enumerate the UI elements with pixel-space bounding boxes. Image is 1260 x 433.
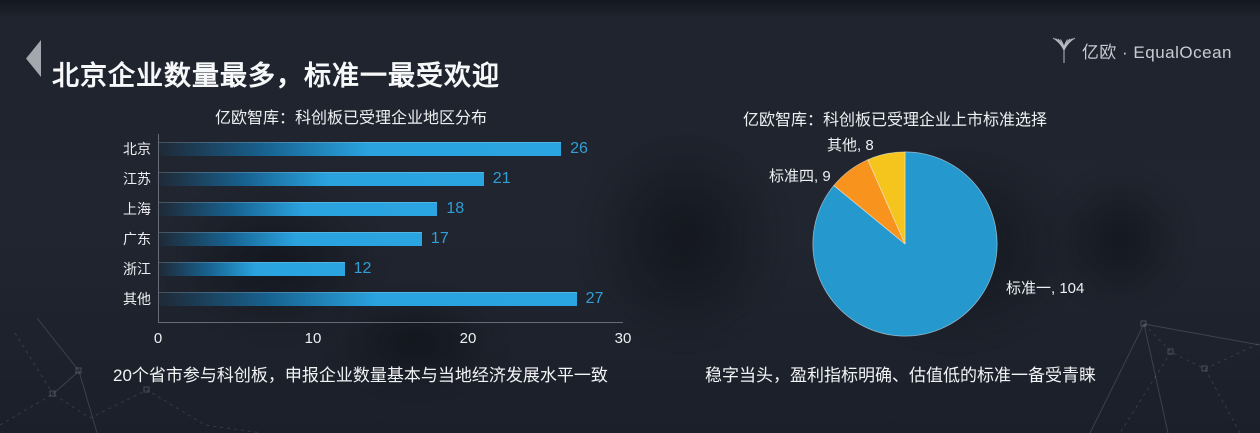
bar-chart: 亿欧智库：科创板已受理企业地区分布 北京 26 江苏 21 上海 18 广东 17 浙江 12 其他… bbox=[106, 104, 632, 349]
bar-category-label: 浙江 bbox=[123, 261, 151, 277]
bar-value-label: 17 bbox=[430, 230, 449, 247]
bar bbox=[159, 142, 562, 156]
x-axis-tick-label: 10 bbox=[304, 330, 322, 347]
pie-slice-标准一 bbox=[812, 151, 998, 337]
pie-label-biaozhun4: 标准四, 9 bbox=[769, 168, 831, 185]
bar-value-label: 27 bbox=[585, 290, 604, 307]
bar-value-label: 18 bbox=[446, 200, 465, 217]
bar-category-label: 北京 bbox=[123, 141, 151, 157]
x-axis-tick-label: 20 bbox=[459, 330, 477, 347]
bar-value-label: 21 bbox=[492, 170, 511, 187]
bar-row: 江苏 21 bbox=[123, 164, 623, 194]
brand-logo-text: 亿欧 · EqualOcean bbox=[1081, 42, 1232, 62]
bar-plot-area: 北京 26 江苏 21 上海 18 广东 17 浙江 12 其他 27 bbox=[123, 134, 623, 323]
title-accent-marker bbox=[26, 40, 41, 77]
bar-chart-title: 亿欧智库：科创板已受理企业地区分布 bbox=[214, 110, 487, 127]
bar-category-label: 江苏 bbox=[123, 171, 151, 187]
bar-category-label: 广东 bbox=[123, 231, 151, 247]
pie-slice-其他 bbox=[867, 151, 906, 245]
bar-row: 上海 18 bbox=[123, 194, 623, 224]
bar bbox=[159, 202, 438, 216]
equalocean-logo-icon bbox=[1052, 37, 1076, 63]
x-axis-tick-label: 0 bbox=[153, 330, 163, 347]
bar bbox=[159, 232, 422, 246]
bar-value-label: 26 bbox=[570, 140, 588, 157]
bar-row: 北京 26 bbox=[123, 134, 623, 164]
bar-row: 其他 27 bbox=[123, 284, 623, 314]
bar-x-axis: 0 10 20 30 bbox=[154, 323, 632, 349]
pie-chart-title: 亿欧智库：科创板已受理企业上市标准选择 bbox=[742, 112, 1047, 129]
x-axis-tick-label: 30 bbox=[614, 330, 632, 347]
bar-chart-caption: 20个省市参与科创板，申报企业数量基本与当地经济发展水平一致 bbox=[113, 366, 608, 385]
page-title: 北京企业数量最多，标准一最受欢迎 bbox=[52, 61, 500, 92]
bar-category-label: 其他 bbox=[123, 291, 151, 307]
bar bbox=[159, 262, 345, 276]
pie-label-biaozhun1: 标准一, 104 bbox=[1006, 280, 1085, 297]
bar-row: 广东 17 bbox=[123, 224, 623, 254]
pie-chart bbox=[812, 151, 998, 337]
pie-label-qita: 其他, 8 bbox=[827, 137, 874, 154]
bar-row: 浙江 12 bbox=[123, 254, 623, 284]
bar bbox=[159, 292, 577, 306]
brand-logo: 亿欧 · EqualOcean bbox=[1051, 36, 1232, 64]
bar bbox=[159, 172, 484, 186]
bar-value-label: 12 bbox=[353, 260, 372, 277]
bar-category-label: 上海 bbox=[123, 201, 151, 217]
pie-chart-caption: 稳字当头，盈利指标明确、估值低的标准一备受青睐 bbox=[705, 366, 1096, 385]
